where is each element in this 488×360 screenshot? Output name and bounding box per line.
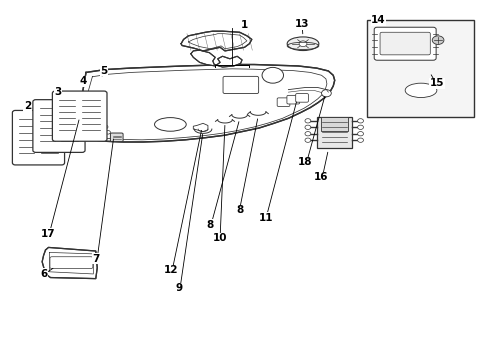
Text: 4: 4	[80, 76, 87, 86]
Text: 18: 18	[298, 157, 312, 167]
Circle shape	[98, 113, 103, 117]
Text: 6: 6	[40, 269, 47, 279]
Ellipse shape	[154, 118, 186, 131]
Polygon shape	[42, 247, 97, 279]
FancyBboxPatch shape	[223, 76, 258, 94]
FancyBboxPatch shape	[286, 95, 299, 104]
Circle shape	[321, 90, 330, 97]
Polygon shape	[181, 31, 251, 51]
Circle shape	[305, 119, 310, 123]
Polygon shape	[193, 123, 207, 132]
FancyBboxPatch shape	[277, 98, 289, 107]
FancyBboxPatch shape	[52, 91, 107, 141]
Bar	[320, 117, 347, 131]
Bar	[316, 117, 351, 148]
Ellipse shape	[286, 37, 318, 50]
Circle shape	[96, 107, 101, 111]
Text: 16: 16	[314, 172, 328, 182]
Circle shape	[101, 119, 105, 123]
Circle shape	[93, 102, 98, 106]
Text: 8: 8	[236, 206, 243, 216]
Circle shape	[305, 125, 310, 130]
Circle shape	[299, 41, 306, 46]
Text: 17: 17	[41, 229, 55, 239]
Text: 1: 1	[241, 20, 247, 30]
Text: 13: 13	[294, 19, 308, 29]
FancyBboxPatch shape	[110, 133, 123, 141]
Circle shape	[357, 138, 363, 142]
Text: 2: 2	[24, 102, 31, 112]
FancyBboxPatch shape	[373, 27, 435, 60]
Text: 3: 3	[55, 87, 61, 97]
Circle shape	[357, 125, 363, 130]
FancyBboxPatch shape	[33, 100, 85, 152]
Circle shape	[357, 119, 363, 123]
Circle shape	[305, 138, 310, 142]
Bar	[366, 21, 473, 117]
Circle shape	[103, 125, 108, 129]
Circle shape	[262, 67, 283, 83]
Text: 8: 8	[206, 220, 214, 230]
FancyBboxPatch shape	[50, 257, 93, 269]
Text: 11: 11	[259, 213, 273, 222]
FancyBboxPatch shape	[295, 94, 308, 102]
Text: 7: 7	[92, 254, 100, 264]
Ellipse shape	[405, 83, 436, 98]
Text: 15: 15	[429, 78, 444, 88]
Text: 12: 12	[164, 265, 178, 275]
Circle shape	[431, 36, 443, 44]
Circle shape	[105, 131, 110, 134]
Polygon shape	[190, 50, 242, 67]
FancyBboxPatch shape	[379, 32, 429, 55]
Polygon shape	[73, 64, 334, 142]
Text: 10: 10	[212, 233, 227, 243]
Circle shape	[305, 132, 310, 136]
Text: 9: 9	[175, 283, 182, 293]
Text: 14: 14	[370, 15, 385, 26]
Text: 5: 5	[100, 66, 107, 76]
Circle shape	[357, 132, 363, 136]
FancyBboxPatch shape	[12, 111, 64, 165]
